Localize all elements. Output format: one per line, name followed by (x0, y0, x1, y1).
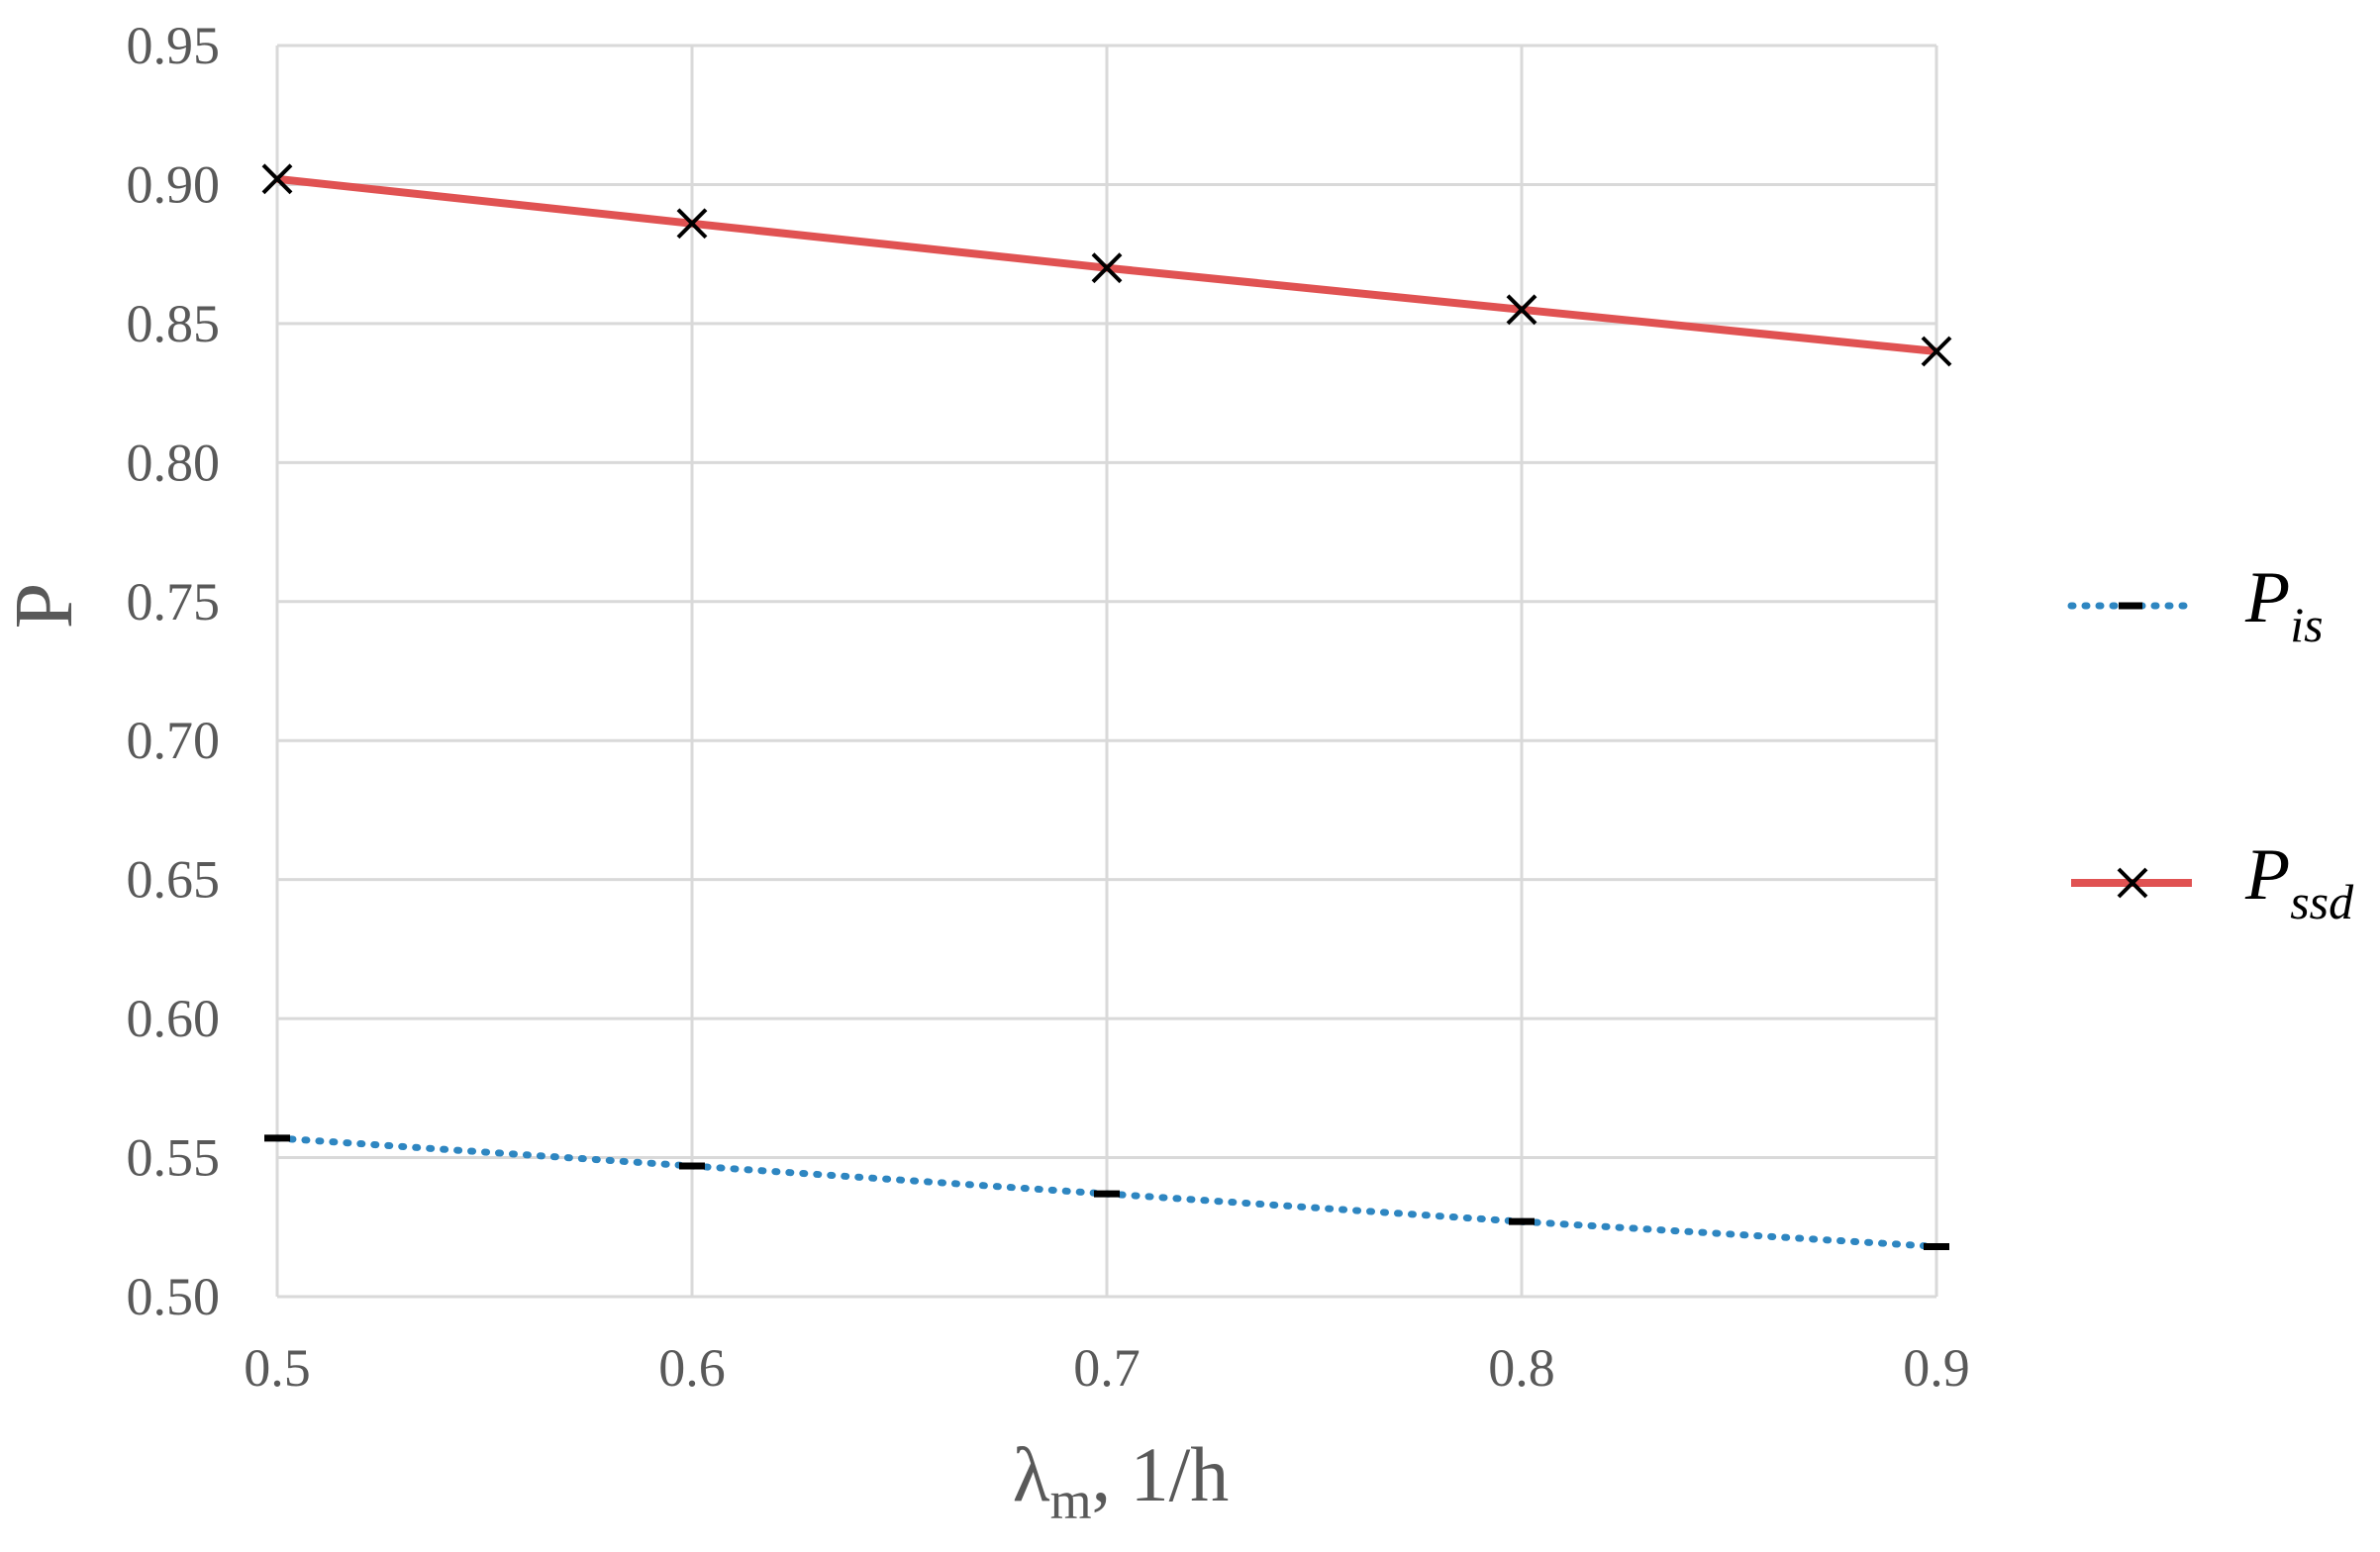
gridlines (275, 44, 1938, 1299)
x-axis-title-subscript: m (1050, 1471, 1092, 1530)
y-tick-label: 0.90 (127, 154, 221, 214)
legend-item-is: Pis (2067, 557, 2324, 652)
data-point-ssd (261, 163, 293, 195)
y-axis-title: P (0, 583, 90, 630)
legend-label-is-main: P (2244, 557, 2290, 638)
legend-label-is-sub: is (2290, 597, 2323, 652)
data-point-ssd (676, 208, 708, 240)
x-axis-title-symbol: λ (1013, 1431, 1050, 1517)
y-tick-label: 0.65 (127, 850, 221, 910)
x-axis-ticks: 0.5 0.6 0.7 0.8 0.9 (244, 1338, 1970, 1398)
y-tick-label: 0.85 (127, 294, 221, 353)
data-point-ssd (1506, 294, 1537, 326)
x-tick-label: 0.6 (658, 1338, 726, 1398)
legend-swatch-ssd-marker (2117, 867, 2148, 899)
legend-label-is: Pis (2244, 557, 2324, 652)
x-axis-title-rest: , 1/h (1092, 1431, 1230, 1517)
y-tick-label: 0.50 (127, 1267, 221, 1326)
legend-label-ssd-main: P (2244, 834, 2290, 916)
series-group (261, 163, 1952, 1250)
legend-item-ssd: Pssd (2071, 834, 2354, 929)
data-point-ssd (1921, 336, 1952, 367)
y-tick-label: 0.70 (127, 711, 221, 770)
data-point-ssd (1091, 252, 1123, 284)
legend-label-ssd-sub: ssd (2290, 874, 2354, 929)
y-axis-ticks: 0.50 0.55 0.60 0.65 0.70 0.75 0.80 0.85 0.90 0.95 (127, 16, 221, 1326)
x-tick-label: 0.7 (1073, 1338, 1140, 1398)
y-tick-label: 0.95 (127, 16, 221, 75)
x-axis-title: λm, 1/h (1013, 1431, 1230, 1530)
y-tick-label: 0.55 (127, 1128, 221, 1188)
x-tick-label: 0.9 (1903, 1338, 1970, 1398)
legend: Pis Pssd (2067, 557, 2354, 929)
y-tick-label: 0.75 (127, 572, 221, 631)
y-tick-label: 0.80 (127, 433, 221, 492)
x-tick-label: 0.5 (244, 1338, 311, 1398)
x-tick-label: 0.8 (1488, 1338, 1555, 1398)
y-tick-label: 0.60 (127, 989, 221, 1048)
legend-label-ssd: Pssd (2244, 834, 2354, 929)
